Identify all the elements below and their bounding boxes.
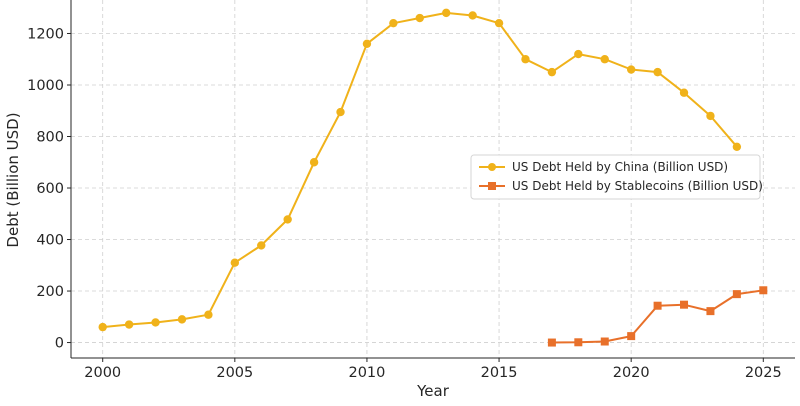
y-tick-label: 200 (36, 284, 64, 300)
series-line (551, 289, 764, 344)
data-point (574, 49, 583, 59)
x-tick-label: 2020 (613, 365, 650, 381)
y-tick-label: 600 (36, 181, 64, 197)
data-point (124, 320, 134, 329)
legend-swatch-marker (488, 163, 496, 171)
data-point (442, 8, 451, 18)
data-point (230, 258, 240, 267)
data-point (389, 18, 398, 28)
series-2 (547, 286, 768, 347)
data-point (309, 158, 319, 167)
y-tick-label: 1000 (27, 78, 64, 94)
tick-labels: 2000 2005 2010 2015 2020 2025 0 200 400 600 800 100… (27, 26, 782, 381)
legend-item: US Debt Held by Stablecoins (Billion USD… (479, 179, 763, 193)
data-point (468, 11, 477, 20)
data-point (257, 241, 266, 250)
data-point (679, 88, 689, 97)
data-point (574, 338, 583, 347)
legend-swatch-marker (488, 182, 496, 190)
y-axis-title: Debt (Billion USD) (4, 112, 22, 247)
data-point (759, 286, 768, 295)
data-point (626, 65, 636, 74)
legend: US Debt Held by China (Billion USD) US De… (470, 154, 763, 200)
data-point (151, 318, 160, 327)
legend-label: US Debt Held by China (Billion USD) (512, 160, 728, 174)
legend-item: US Debt Held by China (Billion USD) (479, 160, 728, 174)
x-tick-label: 2025 (745, 365, 782, 381)
x-axis-title: Year (416, 382, 450, 400)
data-point (415, 13, 424, 23)
data-point (204, 310, 213, 319)
series-group (98, 8, 768, 347)
data-point (494, 18, 504, 28)
legend-label: US Debt Held by Stablecoins (Billion USD… (512, 179, 763, 193)
data-point (336, 107, 345, 117)
data-point (521, 55, 530, 64)
data-point (680, 300, 689, 309)
x-tick-label: 2015 (481, 365, 518, 381)
y-tick-label: 0 (55, 336, 64, 352)
data-point (547, 338, 556, 347)
data-point (706, 307, 715, 316)
data-point (362, 39, 372, 48)
x-tick-label: 2010 (348, 365, 385, 381)
x-tick-label: 2000 (84, 365, 121, 381)
data-point (283, 215, 292, 224)
data-point (600, 337, 609, 346)
data-point (177, 315, 187, 324)
legend-box (470, 154, 761, 200)
y-tick-label: 400 (36, 233, 64, 249)
series-1 (98, 8, 742, 332)
x-tick-label: 2005 (216, 365, 253, 381)
data-point (706, 111, 715, 121)
data-point (732, 142, 742, 152)
data-point (600, 55, 609, 64)
axes (67, 0, 795, 362)
data-point (627, 332, 636, 341)
data-point (98, 322, 107, 332)
data-point (547, 67, 557, 77)
data-point (732, 290, 741, 299)
y-tick-label: 800 (36, 130, 64, 146)
data-point (653, 301, 662, 310)
data-point (653, 67, 662, 77)
y-tick-label: 1200 (27, 26, 64, 42)
